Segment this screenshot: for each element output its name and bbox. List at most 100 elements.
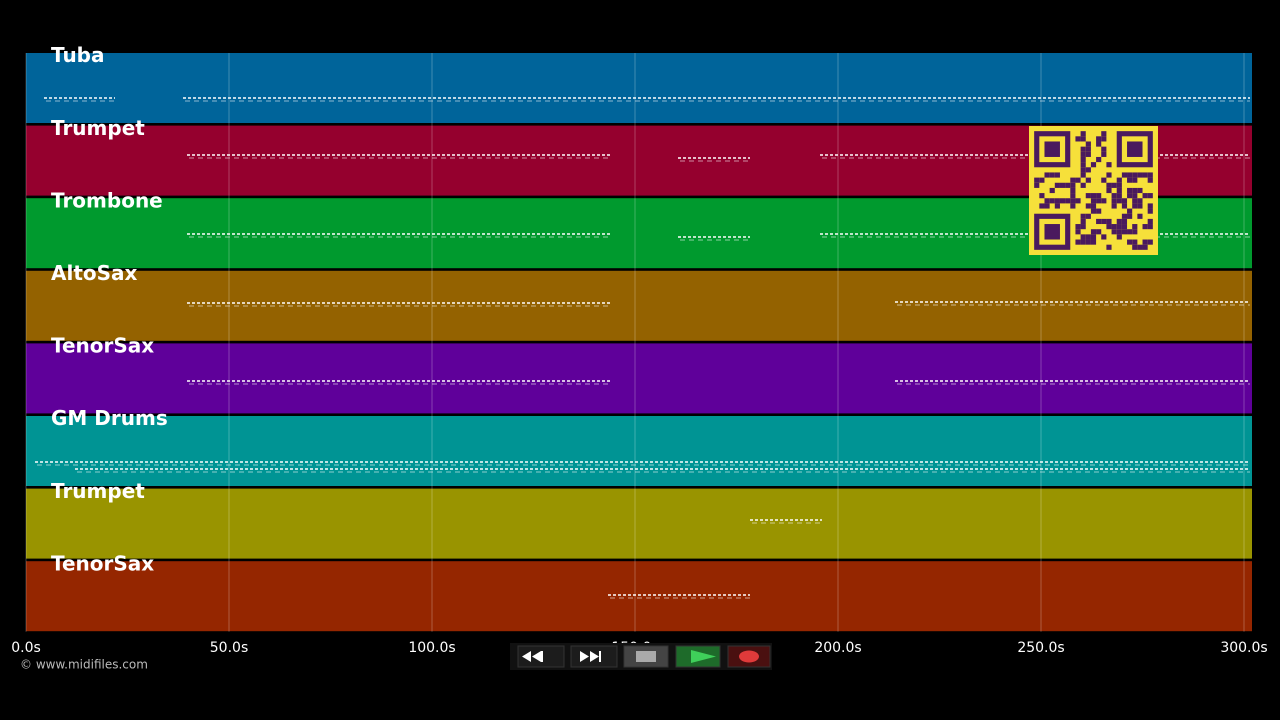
qr-module xyxy=(1080,224,1086,230)
qr-module xyxy=(1121,213,1128,219)
record-button[interactable] xyxy=(727,645,771,668)
qr-module xyxy=(1065,198,1071,204)
qr-module xyxy=(1075,136,1081,142)
qr-module xyxy=(1085,167,1091,173)
qr-module xyxy=(1106,162,1112,168)
qr-module xyxy=(1116,182,1122,188)
qr-module xyxy=(1085,234,1091,240)
qr-module xyxy=(1080,167,1086,173)
qr-module xyxy=(1080,239,1086,245)
play-button[interactable] xyxy=(675,645,721,668)
qr-module xyxy=(1096,136,1102,142)
qr-module xyxy=(1116,198,1122,204)
qr-module xyxy=(1075,239,1081,245)
qr-module xyxy=(1096,193,1102,199)
qr-module xyxy=(1070,187,1076,194)
track-name: Tuba xyxy=(51,43,105,67)
qr-module xyxy=(1096,208,1102,214)
track-name: Trumpet xyxy=(51,479,145,503)
qr-module xyxy=(1096,198,1102,204)
qr-module xyxy=(1034,177,1040,183)
qr-module xyxy=(1080,136,1086,142)
qr-finder xyxy=(1116,131,1153,168)
qr-module xyxy=(1127,213,1133,219)
qr-module xyxy=(1116,229,1122,235)
qr-module xyxy=(1085,177,1091,183)
qr-module xyxy=(1142,244,1148,250)
qr-module xyxy=(1116,193,1122,199)
qr-module xyxy=(1101,218,1107,225)
qr-module xyxy=(1127,239,1133,245)
qr-module xyxy=(1121,229,1128,235)
qr-module xyxy=(1111,193,1117,199)
qr-module xyxy=(1111,224,1117,230)
qr-code xyxy=(1029,126,1158,255)
qr-module xyxy=(1090,208,1097,214)
qr-module xyxy=(1127,187,1133,194)
qr-module xyxy=(1101,151,1107,157)
qr-module xyxy=(1090,198,1097,204)
qr-module xyxy=(1142,193,1148,199)
qr-module xyxy=(1101,131,1107,137)
qr-module xyxy=(1116,177,1122,183)
qr-module xyxy=(1132,177,1138,183)
qr-module xyxy=(1080,213,1086,219)
qr-module xyxy=(1059,198,1066,204)
qr-module xyxy=(1132,239,1138,245)
transport-controls xyxy=(510,643,772,670)
track-row xyxy=(26,343,1252,414)
stop-button[interactable] xyxy=(623,645,669,668)
qr-module xyxy=(1106,244,1112,250)
qr-module xyxy=(1137,244,1143,250)
qr-module xyxy=(1137,198,1143,204)
rewind-button[interactable] xyxy=(517,645,565,668)
qr-module xyxy=(1054,172,1060,178)
qr-module xyxy=(1101,198,1107,204)
qr-finder xyxy=(1127,141,1143,157)
qr-module xyxy=(1049,198,1055,204)
qr-module xyxy=(1132,229,1138,235)
qr-module xyxy=(1039,203,1045,209)
qr-module xyxy=(1090,229,1097,235)
qr-module xyxy=(1090,203,1097,209)
qr-module xyxy=(1121,198,1128,204)
qr-module xyxy=(1132,244,1138,250)
track-row xyxy=(26,488,1252,559)
qr-module xyxy=(1090,162,1097,168)
qr-module xyxy=(1147,193,1153,199)
qr-module xyxy=(1054,182,1060,188)
qr-module xyxy=(1096,141,1102,147)
qr-module xyxy=(1142,224,1148,230)
qr-module xyxy=(1137,172,1143,178)
qr-module xyxy=(1101,177,1107,183)
qr-module xyxy=(1116,218,1122,225)
qr-module xyxy=(1147,239,1153,245)
qr-module xyxy=(1039,177,1045,183)
copyright: © www.midifiles.com xyxy=(20,658,148,672)
qr-module xyxy=(1101,136,1107,142)
time-tick-label: 50.0s xyxy=(210,640,248,656)
qr-module xyxy=(1111,198,1117,204)
track-row xyxy=(26,416,1252,486)
fast-forward-button[interactable] xyxy=(570,645,618,668)
qr-module xyxy=(1147,172,1153,178)
qr-module xyxy=(1080,218,1086,225)
qr-module xyxy=(1121,218,1128,225)
qr-module xyxy=(1137,213,1143,219)
qr-module xyxy=(1090,239,1097,245)
qr-module xyxy=(1147,203,1153,209)
qr-module xyxy=(1147,218,1153,225)
qr-module xyxy=(1096,156,1102,163)
qr-module xyxy=(1101,146,1107,152)
qr-module xyxy=(1101,234,1107,240)
qr-module xyxy=(1049,187,1055,194)
qr-finder xyxy=(1034,131,1071,168)
qr-finder xyxy=(1034,213,1071,250)
qr-module xyxy=(1116,187,1122,194)
qr-module xyxy=(1054,198,1060,204)
qr-module xyxy=(1121,224,1128,230)
track-name: GM Drums xyxy=(51,406,168,430)
qr-module xyxy=(1127,229,1133,235)
qr-module xyxy=(1080,151,1086,157)
